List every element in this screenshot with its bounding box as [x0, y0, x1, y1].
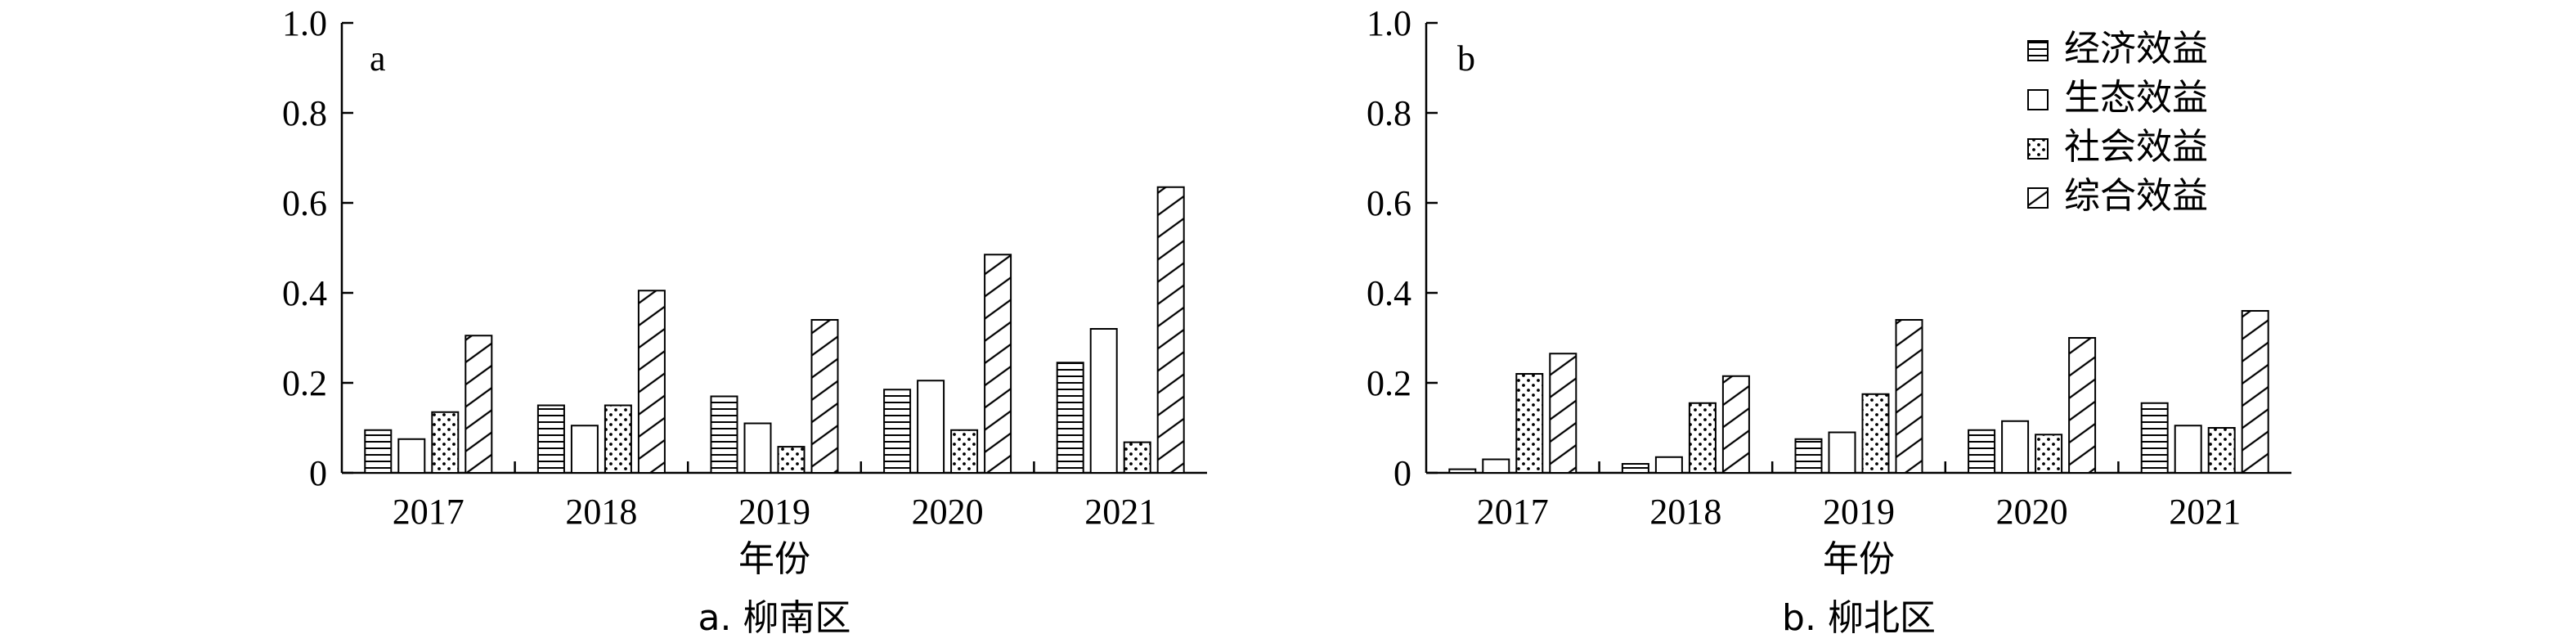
bar-social-2017	[431, 411, 460, 474]
x-tick-label: 2020	[1996, 492, 2068, 532]
y-tick-label: 0.4	[282, 273, 327, 313]
x-tick-label: 2020	[912, 492, 984, 532]
bar-ecological-2017	[1482, 458, 1510, 474]
bar-economic-2018	[1621, 463, 1649, 474]
y-tick-label: 0.6	[282, 183, 327, 223]
x-tick-label: 2021	[2169, 492, 2241, 532]
bar-composite-2020	[984, 254, 1012, 474]
y-tick-label: 0.6	[1367, 183, 1411, 223]
bar-ecological-2018	[1654, 456, 1683, 474]
bar-ecological-2019	[1828, 431, 1856, 474]
bar-economic-2019	[710, 395, 738, 474]
legend-swatch-economic	[2027, 40, 2049, 61]
panel-letter: b	[1457, 38, 1475, 79]
y-tick-label: 0	[1393, 453, 1411, 493]
bar-economic-2017	[1448, 468, 1477, 474]
bar-economic-2021	[1056, 362, 1084, 474]
legend-swatch-ecological	[2027, 89, 2049, 110]
y-tick-label: 0.2	[1367, 363, 1411, 403]
legend-label-economic: 经济效益	[2064, 28, 2208, 70]
y-tick-label: 1.0	[1367, 3, 1411, 43]
bar-economic-2020	[883, 389, 912, 474]
bar-social-2021	[1123, 441, 1151, 474]
bar-social-2020	[950, 429, 979, 474]
y-tick-label: 0.8	[1367, 93, 1411, 133]
bar-social-2019	[1861, 393, 1890, 474]
x-tick-label: 2021	[1084, 492, 1156, 532]
bar-economic-2019	[1794, 438, 1823, 474]
bar-composite-2019	[810, 319, 839, 474]
y-tick-label: 1.0	[282, 3, 327, 43]
bar-ecological-2019	[743, 422, 772, 474]
bar-economic-2017	[364, 429, 393, 474]
y-tick-label: 0.4	[1367, 273, 1411, 313]
legend-swatch-social	[2027, 138, 2049, 160]
bar-composite-2017	[464, 335, 493, 474]
bar-social-2018	[604, 404, 632, 474]
bar-composite-2018	[1721, 375, 1750, 474]
bar-economic-2021	[2140, 402, 2169, 474]
x-tick-label: 2019	[1823, 492, 1895, 532]
bar-composite-2019	[1895, 319, 1923, 474]
bar-ecological-2021	[1089, 328, 1118, 474]
x-tick-label: 2019	[738, 492, 810, 532]
bar-composite-2021	[1156, 186, 1185, 474]
bar-ecological-2020	[917, 380, 945, 474]
y-tick-label: 0.8	[282, 93, 327, 133]
bar-composite-2017	[1549, 353, 1577, 474]
legend-label-social: 社会效益	[2064, 126, 2208, 168]
bar-social-2017	[1515, 373, 1544, 474]
bar-economic-2020	[1968, 429, 1996, 474]
bar-ecological-2018	[570, 425, 599, 474]
bar-social-2019	[777, 446, 806, 474]
chart-panel-a: 0 0.2 0.4 0.6 0.8 1.0 2017 2018 2019 2020 2021 a 年份 a…	[282, 3, 1207, 639]
bar-composite-2021	[2241, 310, 2269, 474]
bar-ecological-2021	[2174, 425, 2202, 474]
x-tick-label: 2017	[1477, 492, 1549, 532]
bar-ecological-2017	[397, 438, 426, 474]
bar-ecological-2020	[2001, 420, 2030, 474]
panel-caption: b. 柳北区	[1782, 597, 1936, 639]
x-axis-title: 年份	[738, 538, 810, 580]
x-tick-label: 2018	[1649, 492, 1721, 532]
x-axis-title: 年份	[1823, 538, 1895, 580]
y-tick-label: 0	[309, 453, 327, 493]
bar-composite-2020	[2068, 337, 2097, 474]
chart-panel-b: 0 0.2 0.4 0.6 0.8 1.0 2017 2018 2019 2020 2021 b 年份 b…	[1367, 3, 2291, 639]
legend-label-ecological: 生态效益	[2064, 77, 2208, 119]
panel-caption: a. 柳南区	[698, 597, 851, 639]
legend-swatch-composite	[2027, 187, 2049, 209]
bar-social-2020	[2035, 434, 2063, 474]
bar-composite-2018	[637, 290, 666, 474]
bar-social-2021	[2207, 427, 2236, 474]
bar-social-2018	[1688, 402, 1717, 474]
panel-letter: a	[370, 38, 386, 79]
bar-economic-2018	[536, 404, 565, 474]
y-tick-label: 0.2	[282, 363, 327, 403]
x-tick-label: 2018	[565, 492, 637, 532]
x-tick-label: 2017	[393, 492, 464, 532]
legend-label-composite: 综合效益	[2064, 175, 2208, 217]
